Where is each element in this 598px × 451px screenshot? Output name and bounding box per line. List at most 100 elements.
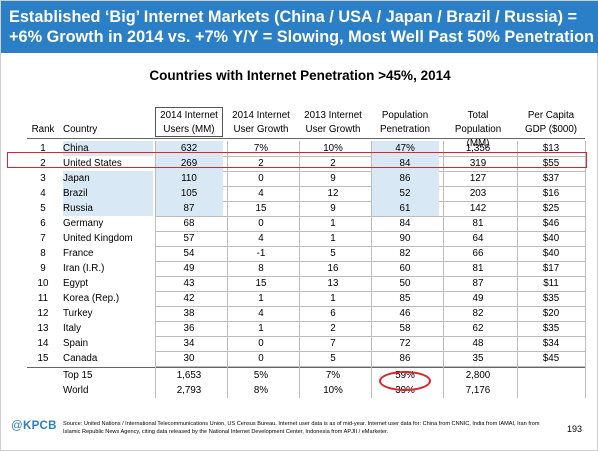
united-states-highlight xyxy=(7,152,587,168)
cell-users: 49 xyxy=(183,263,195,274)
cell-growth13: 1 xyxy=(330,293,336,304)
header-gdp-line-2: GDP ($000) xyxy=(524,124,578,135)
cell-penetration: 82 xyxy=(399,248,411,259)
cell-country: Top 15 xyxy=(63,370,93,381)
cell-rank: 10 xyxy=(37,278,49,289)
header-gdp: Per Capita GDP ($000) xyxy=(517,107,585,139)
header-internet-users: 2014 Internet Users (MM) xyxy=(155,107,223,137)
kpcb-logo: @KPCB xyxy=(11,420,57,432)
cell-country: World xyxy=(63,385,89,396)
header-2013-growth: 2013 Internet User Growth xyxy=(299,107,367,139)
cell-growth14: 7% xyxy=(253,143,269,154)
header-penetration-line-2: Penetration xyxy=(379,124,431,135)
column-divider xyxy=(227,141,228,398)
cell-gdp: $13 xyxy=(542,143,560,154)
cell-growth13: 2 xyxy=(330,323,336,334)
cell-rank: 2 xyxy=(40,158,46,169)
cell-population: 87 xyxy=(472,278,484,289)
header-total-population-line-1: Total xyxy=(467,110,489,121)
title-banner: Established ‘Big’ Internet Markets (Chin… xyxy=(1,1,598,53)
cell-rank xyxy=(27,368,59,383)
row-divider xyxy=(155,321,585,322)
cell-growth13: 7 xyxy=(330,338,336,349)
cell-gdp xyxy=(517,383,585,398)
row-divider xyxy=(155,246,585,247)
cell-growth14: 15 xyxy=(255,203,267,214)
cell-users: 38 xyxy=(183,308,195,319)
cell-population: 127 xyxy=(469,173,487,184)
cell-population: 7,176 xyxy=(465,385,491,396)
cell-country: Italy xyxy=(63,323,81,334)
cell-rank: 11 xyxy=(37,293,49,304)
cell-country: Turkey xyxy=(63,308,93,319)
logo-at: @ xyxy=(11,420,23,432)
cell-rank: 4 xyxy=(40,188,46,199)
cell-penetration: 50 xyxy=(399,278,411,289)
table-row: 9 Iran (I.R.) 49 8 16 60 81 $17 xyxy=(27,261,585,276)
cell-growth13: 2 xyxy=(330,158,336,169)
table-row: 4 Brazil 105 4 12 52 203 $16 xyxy=(27,186,585,201)
source-note: Source: United Nations / International T… xyxy=(63,421,540,435)
cell-gdp: $45 xyxy=(542,353,560,364)
cell-penetration: 86 xyxy=(399,353,411,364)
cell-growth14: 8 xyxy=(258,263,264,274)
cell-growth14: 1 xyxy=(258,323,264,334)
cell-growth13: 9 xyxy=(330,173,336,184)
cell-penetration: 86 xyxy=(371,171,439,186)
cell-country: Spain xyxy=(63,338,89,349)
row-divider xyxy=(155,276,585,277)
cell-penetration: 72 xyxy=(399,338,411,349)
cell-penetration: 58 xyxy=(399,323,411,334)
cell-country: Russia xyxy=(63,201,153,216)
slide-title-line-1: Established ‘Big’ Internet Markets (Chin… xyxy=(9,8,578,26)
cell-growth14: 2 xyxy=(258,158,264,169)
cell-growth13: 12 xyxy=(327,188,339,199)
cell-penetration: 46 xyxy=(399,308,411,319)
cell-country: Brazil xyxy=(63,186,153,201)
column-divider xyxy=(299,141,300,398)
cell-users: 36 xyxy=(183,323,195,334)
cell-users: 2,793 xyxy=(176,385,202,396)
cell-users: 1,653 xyxy=(176,370,202,381)
cell-growth14: 0 xyxy=(258,218,264,229)
header-total-population-line-2: Population (MM) xyxy=(454,124,502,149)
logo-text: KPCB xyxy=(22,420,57,432)
row-divider xyxy=(155,336,585,337)
header-2013-growth-line-2: User Growth xyxy=(305,124,361,135)
cell-population: 81 xyxy=(472,263,484,274)
row-divider xyxy=(155,261,585,262)
cell-penetration: 60 xyxy=(399,263,411,274)
cell-rank: 14 xyxy=(37,338,49,349)
cell-population: 64 xyxy=(472,233,484,244)
cell-gdp: $34 xyxy=(542,338,560,349)
header-divider xyxy=(27,138,585,139)
cell-growth13: 5 xyxy=(330,353,336,364)
cell-population: 48 xyxy=(472,338,484,349)
cell-population: 203 xyxy=(469,188,487,199)
cell-growth14: -1 xyxy=(256,248,266,259)
cell-gdp: $40 xyxy=(542,233,560,244)
cell-growth13: 5 xyxy=(330,248,336,259)
cell-growth13: 9 xyxy=(330,203,336,214)
table-row: 3 Japan 110 0 9 86 127 $37 xyxy=(27,171,585,186)
header-2013-growth-line-1: 2013 Internet xyxy=(304,110,362,121)
cell-country: Korea (Rep.) xyxy=(63,293,120,304)
cell-penetration: 90 xyxy=(399,233,411,244)
cell-country: Iran (I.R.) xyxy=(63,263,105,274)
cell-population: 66 xyxy=(472,248,484,259)
table-row: 10 Egypt 43 15 13 50 87 $11 xyxy=(27,276,585,291)
cell-users: 34 xyxy=(183,338,195,349)
cell-growth13: 16 xyxy=(327,263,339,274)
table-row: 14 Spain 34 0 7 72 48 $34 xyxy=(27,336,585,351)
cell-growth14: 4 xyxy=(258,188,264,199)
header-penetration-line-1: Population xyxy=(381,110,429,121)
column-divider xyxy=(585,141,586,398)
slide-title: Established ‘Big’ Internet Markets (Chin… xyxy=(9,7,594,47)
cell-country: Japan xyxy=(63,171,153,186)
header-gdp-line-1: Per Capita xyxy=(527,110,575,121)
cell-population: 81 xyxy=(472,218,484,229)
cell-penetration: 52 xyxy=(371,186,439,201)
cell-growth13: 7% xyxy=(325,370,341,381)
cell-rank: 5 xyxy=(40,203,46,214)
